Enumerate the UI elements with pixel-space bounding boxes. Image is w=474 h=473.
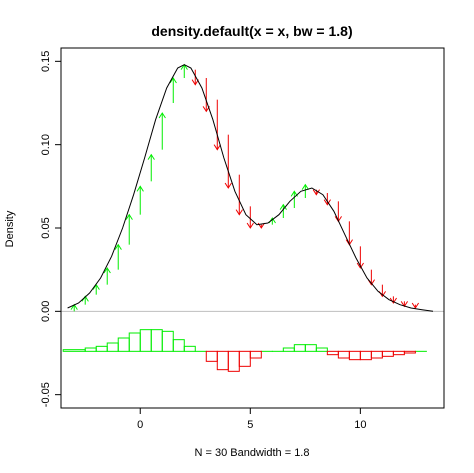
- residual-step: [227, 350, 240, 372]
- arrow-head: [136, 185, 144, 192]
- density-curve: [67, 64, 434, 312]
- y-axis-label: Density: [4, 210, 16, 247]
- residual-step: [84, 347, 97, 352]
- residual-step: [139, 329, 152, 352]
- residual-step: [381, 350, 394, 357]
- residual-step: [216, 350, 229, 371]
- arrow-head: [246, 222, 254, 229]
- arrow-head: [213, 144, 221, 151]
- arrow-head: [158, 112, 166, 119]
- residual-step: [282, 347, 295, 352]
- plot-frame: [60, 47, 445, 409]
- arrows-group: [70, 63, 420, 312]
- residual-step: [62, 349, 86, 352]
- arrow-head: [389, 297, 397, 304]
- arrow-head: [312, 189, 320, 196]
- arrow-head: [125, 213, 133, 220]
- residual-negative-steps: [205, 350, 416, 372]
- residual-step: [106, 342, 119, 352]
- residual-step: [326, 350, 339, 356]
- residual-step: [172, 339, 185, 352]
- arrow-head: [114, 243, 122, 250]
- residual-step: [161, 330, 174, 352]
- y-tick-label: 0.05: [40, 217, 52, 238]
- residual-step: [249, 350, 262, 359]
- residual-step: [238, 350, 251, 367]
- residual-step: [348, 350, 361, 361]
- residual-step: [370, 350, 383, 359]
- arrow-head: [224, 182, 232, 189]
- residual-step: [304, 344, 317, 352]
- arrow-head: [103, 267, 111, 274]
- x-axis-label: N = 30 Bandwidth = 1.8: [195, 447, 310, 459]
- residual-step: [150, 329, 163, 352]
- arrow-head: [323, 199, 331, 206]
- arrow-head: [191, 79, 199, 86]
- residual-positive-steps: [62, 329, 427, 352]
- residual-step: [359, 350, 372, 361]
- arrow-head: [411, 302, 420, 309]
- residual-step: [392, 350, 405, 356]
- arrow-head: [356, 262, 364, 269]
- residual-step: [337, 350, 350, 359]
- residual-step: [293, 344, 306, 352]
- arrow-head: [169, 77, 177, 84]
- chart-title: density.default(x = x, bw = 1.8): [151, 23, 352, 39]
- arrow-head: [301, 183, 309, 190]
- residual-step: [117, 337, 130, 352]
- residual-step: [95, 345, 108, 352]
- residual-step: [315, 347, 328, 352]
- arrow-head: [235, 209, 243, 216]
- y-tick-label: -0.05: [40, 382, 52, 407]
- residual-step: [205, 350, 218, 362]
- residual-step: [128, 332, 141, 352]
- x-tick-label: 0: [137, 419, 143, 431]
- residual-step: [183, 345, 196, 352]
- y-tick-label: 0.10: [40, 134, 52, 155]
- arrow-head: [279, 203, 287, 210]
- y-tick-label: 0.15: [40, 51, 52, 72]
- arrow-head: [147, 153, 155, 160]
- y-tick-label: 0.00: [40, 301, 52, 322]
- residual-step: [403, 350, 416, 354]
- x-tick-label: 10: [354, 419, 366, 431]
- y-axis-ticks: -0.05 0.00 0.05 0.10 0.15: [40, 51, 61, 407]
- x-axis-ticks: 0 5 10: [137, 408, 366, 431]
- x-tick-label: 5: [247, 419, 253, 431]
